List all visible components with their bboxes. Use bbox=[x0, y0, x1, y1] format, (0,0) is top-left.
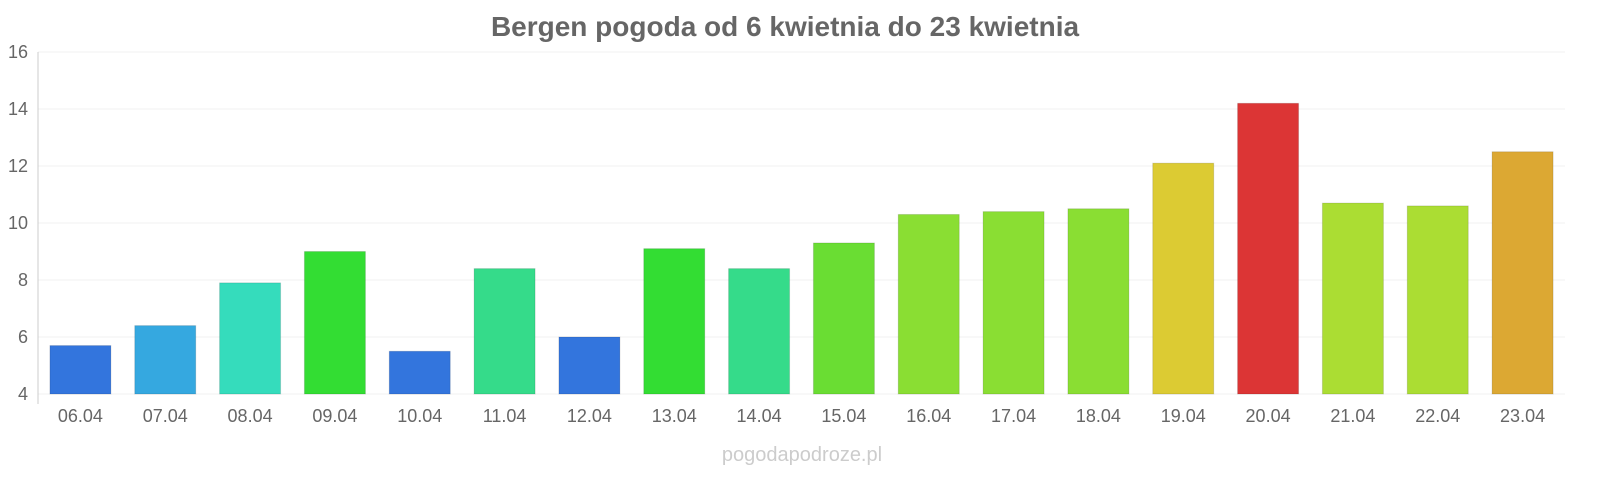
x-tick-label: 14.04 bbox=[737, 406, 782, 426]
x-tick-label: 22.04 bbox=[1415, 406, 1460, 426]
bars bbox=[49, 102, 1554, 395]
x-tick-label: 10.04 bbox=[397, 406, 442, 426]
x-tick-label: 12.04 bbox=[567, 406, 612, 426]
bar-16.04[interactable] bbox=[897, 213, 960, 395]
x-tick-label: 21.04 bbox=[1330, 406, 1375, 426]
y-tick-label: 6 bbox=[18, 327, 28, 347]
credit-text: pogodapodroze.pl bbox=[722, 444, 882, 466]
bar-21.04[interactable] bbox=[1321, 202, 1384, 395]
bar-11.04[interactable] bbox=[473, 268, 536, 395]
x-tick-label: 06.04 bbox=[58, 406, 103, 426]
bar-09.04[interactable] bbox=[303, 251, 366, 395]
y-tick-label: 12 bbox=[8, 156, 28, 176]
bar-17.04[interactable] bbox=[982, 211, 1045, 395]
bar-22.04[interactable] bbox=[1406, 205, 1469, 395]
bar-12.04[interactable] bbox=[558, 336, 621, 395]
x-tick-label: 07.04 bbox=[143, 406, 188, 426]
bar-23.04[interactable] bbox=[1491, 151, 1554, 395]
y-axis: 4 6 8 10 12 14 16 bbox=[8, 42, 39, 404]
bar-13.04[interactable] bbox=[643, 248, 706, 395]
bar-14.04[interactable] bbox=[728, 268, 791, 395]
bar-08.04[interactable] bbox=[219, 282, 282, 395]
bar-10.04[interactable] bbox=[388, 350, 451, 395]
x-tick-label: 11.04 bbox=[483, 406, 527, 426]
y-tick-label: 10 bbox=[8, 213, 28, 233]
bar-06.04[interactable] bbox=[49, 345, 112, 395]
y-tick-label: 8 bbox=[18, 270, 28, 290]
y-tick-label: 16 bbox=[8, 42, 28, 62]
bar-07.04[interactable] bbox=[134, 325, 197, 395]
y-tick-label: 4 bbox=[18, 384, 28, 404]
x-tick-label: 16.04 bbox=[906, 406, 951, 426]
x-tick-label: 20.04 bbox=[1246, 406, 1291, 426]
bar-18.04[interactable] bbox=[1067, 208, 1130, 395]
x-tick-label: 09.04 bbox=[312, 406, 357, 426]
x-tick-label: 17.04 bbox=[991, 406, 1036, 426]
y-tick-label: 14 bbox=[8, 99, 28, 119]
x-tick-label: 23.04 bbox=[1500, 406, 1545, 426]
bar-20.04[interactable] bbox=[1237, 102, 1300, 395]
x-tick-label: 08.04 bbox=[228, 406, 273, 426]
bar-15.04[interactable] bbox=[812, 242, 875, 395]
chart-title: Bergen pogoda od 6 kwietnia do 23 kwietn… bbox=[491, 11, 1080, 42]
bar-19.04[interactable] bbox=[1152, 162, 1215, 395]
x-tick-label: 13.04 bbox=[652, 406, 697, 426]
grid bbox=[38, 51, 1565, 395]
x-tick-label: 15.04 bbox=[821, 406, 866, 426]
x-axis: 06.04 07.04 08.04 09.04 10.04 11.04 12.04 13.04… bbox=[58, 406, 1545, 426]
x-tick-label: 18.04 bbox=[1076, 406, 1121, 426]
x-tick-label: 19.04 bbox=[1161, 406, 1206, 426]
